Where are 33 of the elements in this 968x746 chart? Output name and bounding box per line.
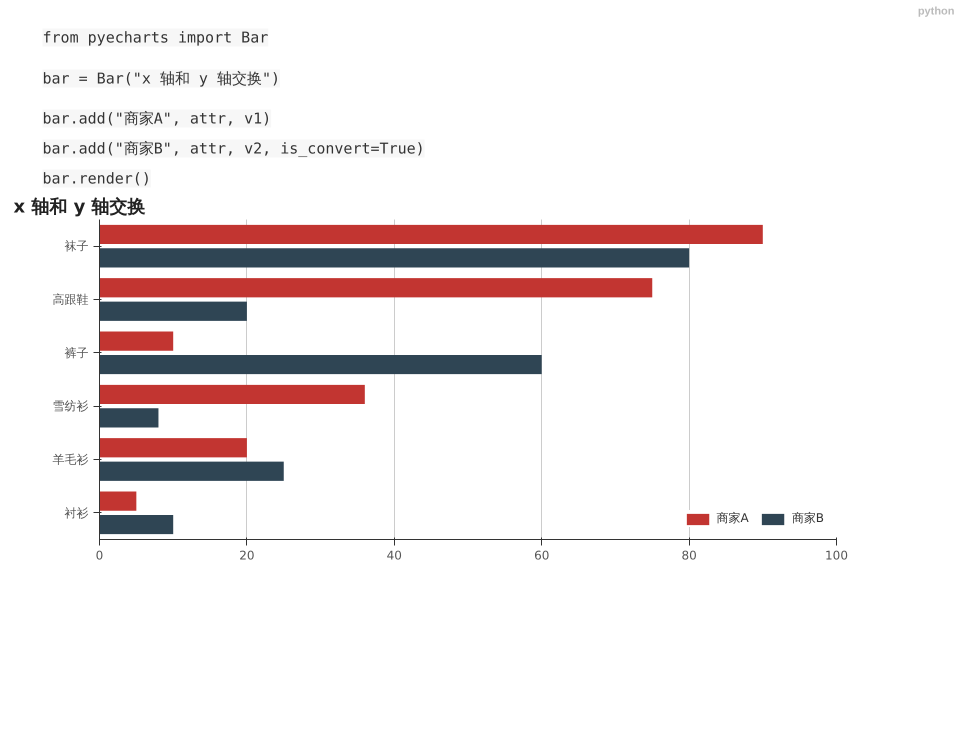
- x-tick-label: 0: [96, 548, 104, 562]
- text: bar = Bar("x 轴和 y 轴交换"): [42, 70, 280, 88]
- bar: [100, 224, 763, 244]
- text: python: [918, 6, 955, 18]
- bar: [100, 492, 136, 511]
- text: bar.add("商家B", attr, v2, is_convert=True): [42, 140, 425, 158]
- y-tick-label: 袜子: [64, 239, 88, 254]
- bar: [100, 384, 365, 404]
- x-tick-label: 60: [534, 548, 550, 562]
- x-tick-label: 40: [386, 548, 402, 562]
- bar: [100, 514, 174, 534]
- text: from pyecharts import Bar: [42, 28, 268, 46]
- legend-label: 商家B: [792, 510, 824, 527]
- x-tick-label: 100: [825, 548, 848, 562]
- x-tick-label: 80: [681, 548, 697, 562]
- chart-title: x 轴和 y 轴交换: [14, 196, 146, 218]
- bar: [100, 302, 247, 321]
- y-tick-label: 裤子: [64, 346, 88, 360]
- bar: [100, 462, 284, 481]
- x-tick-label: 20: [239, 548, 255, 562]
- y-tick-label: 雪纺衫: [52, 399, 88, 414]
- bar: [100, 248, 690, 268]
- bar: [100, 332, 174, 351]
- y-tick-label: 高跟鞋: [52, 292, 88, 306]
- bar: [100, 354, 542, 374]
- y-tick-label: 羊毛衫: [52, 452, 88, 466]
- text: bar.add("商家A", attr, v1): [42, 110, 272, 128]
- bar: [100, 278, 652, 298]
- bar: [100, 408, 158, 428]
- legend-label: 商家A: [716, 510, 749, 527]
- y-tick-label: 衬衫: [64, 506, 88, 520]
- text: bar.render(): [42, 170, 151, 188]
- bar: [100, 438, 247, 458]
